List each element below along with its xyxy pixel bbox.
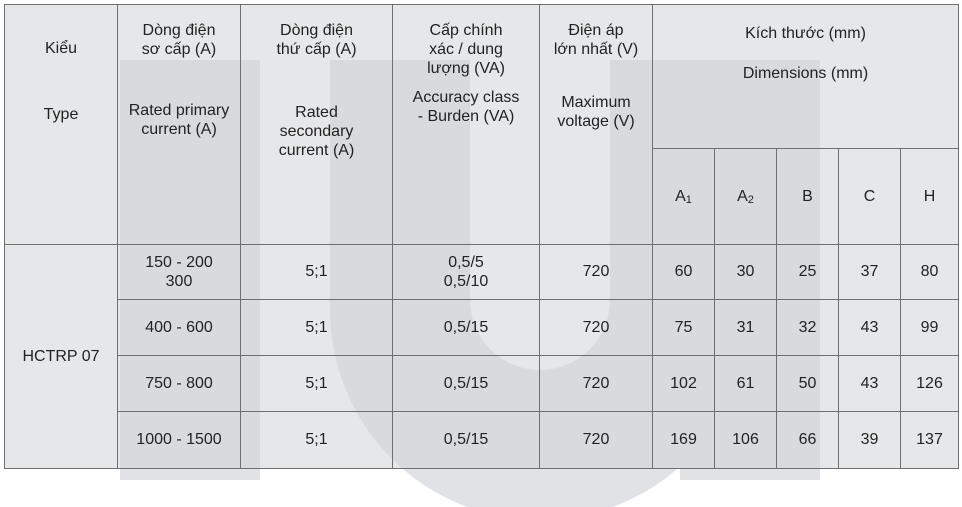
header-secondary-en-3: current (A)	[278, 142, 355, 159]
primary-cell: 750 - 800	[117, 355, 241, 412]
header-secondary-vn-1: Dòng điện	[280, 22, 353, 39]
primary-line-1: 150 - 200	[145, 254, 213, 271]
header-dimensions: Kích thước (mm) Dimensions (mm)	[651, 4, 960, 149]
dim-h-cell: 80	[899, 244, 960, 300]
header-accuracy-vn-2: xác / dung	[429, 41, 503, 58]
header-accuracy-vn-3: lượng (VA)	[427, 60, 505, 77]
primary-cell: 150 - 200 300	[117, 244, 241, 300]
table-row: 400 - 600 5;1 0,5/15 720 75 31 32 43 99	[5, 299, 960, 356]
accuracy-cell: 0,5/5 0,5/10	[392, 244, 540, 300]
dim-a2-cell: 30	[714, 244, 777, 300]
header-type-vn: Kiểu	[44, 40, 78, 57]
table-row: 750 - 800 5;1 0,5/15 720 102 61 50 43 12…	[5, 355, 960, 412]
dim-col-a1-sub: 1	[685, 193, 692, 206]
accuracy-line-1: 0,5/5	[448, 254, 484, 271]
secondary-cell: 5;1	[240, 355, 393, 412]
header-accuracy-vn-1: Cấp chính	[429, 22, 503, 39]
header-voltage-vn-2: lớn nhất (V)	[553, 41, 639, 58]
header-secondary-en-1: Rated	[295, 104, 338, 121]
dim-a2-cell: 31	[714, 299, 777, 356]
header-secondary: Dòng điện thứ cấp (A) Rated secondary curre…	[240, 4, 393, 245]
model-cell: HCTRP 07	[4, 244, 118, 469]
header-secondary-vn-2: thứ cấp (A)	[276, 41, 357, 58]
dim-b-cell: 66	[776, 411, 839, 469]
header-type-en: Type	[43, 106, 79, 123]
dim-b-cell: 50	[776, 355, 839, 412]
secondary-cell: 5;1	[240, 299, 393, 356]
primary-cell: 1000 - 1500	[117, 411, 241, 469]
accuracy-cell: 0,5/15	[392, 411, 540, 469]
header-accuracy-en-2: - Burden (VA)	[417, 108, 515, 125]
header-voltage: Điện áp lớn nhất (V) Maximum voltage (V)	[539, 4, 653, 245]
voltage-cell: 720	[539, 411, 653, 469]
accuracy-line-2: 0,5/10	[443, 273, 489, 290]
voltage-cell: 720	[539, 299, 653, 356]
dim-col-a2-base: A	[737, 187, 748, 205]
dim-c-cell: 43	[838, 299, 901, 356]
header-voltage-en-1: Maximum	[561, 94, 631, 111]
header-accuracy-en-1: Accuracy class	[412, 89, 520, 106]
dim-c-cell: 39	[838, 411, 901, 469]
primary-line-2: 300	[165, 273, 193, 290]
dim-c-cell: 37	[838, 244, 901, 300]
dim-col-a2: A2	[714, 148, 777, 245]
dim-a1-cell: 75	[652, 299, 715, 356]
table-row: 1000 - 1500 5;1 0,5/15 720 169 106 66 39…	[5, 411, 960, 469]
dim-a2-cell: 61	[714, 355, 777, 412]
dim-a1-cell: 169	[652, 411, 715, 469]
header-dimensions-en: Dimensions (mm)	[742, 65, 869, 82]
header-voltage-vn-1: Điện áp	[568, 22, 624, 39]
header-primary-vn-1: Dòng điện	[142, 22, 216, 39]
primary-cell: 400 - 600	[117, 299, 241, 356]
table-row: HCTRP 07 150 - 200 300 5;1 0,5/5 0,5/10 72…	[4, 244, 960, 469]
dim-a1-cell: 60	[652, 244, 715, 300]
dim-col-b-label: B	[802, 187, 813, 205]
dim-col-h-label: H	[923, 187, 936, 205]
secondary-cell: 5;1	[240, 244, 393, 300]
secondary-cell: 5;1	[240, 411, 393, 469]
dim-col-a1: A1	[652, 148, 715, 245]
dim-a2-cell: 106	[714, 411, 777, 469]
header-type: Kiểu Type	[4, 4, 118, 245]
header-voltage-en-2: voltage (V)	[557, 113, 635, 130]
dim-col-c-label: C	[863, 187, 876, 205]
voltage-cell: 720	[539, 355, 653, 412]
dim-col-h: H	[899, 148, 960, 245]
accuracy-cell: 0,5/15	[392, 299, 540, 356]
header-accuracy: Cấp chính xác / dung lượng (VA) Accuracy c…	[392, 4, 540, 245]
header-dimensions-vn: Kích thước (mm)	[745, 25, 866, 42]
dim-c-cell: 43	[838, 355, 901, 412]
dim-b-cell: 32	[776, 299, 839, 356]
dim-h-cell: 137	[899, 411, 960, 469]
dim-h-cell: 126	[899, 355, 960, 412]
dim-b-cell: 25	[776, 244, 839, 300]
voltage-cell: 720	[539, 244, 653, 300]
dim-col-a1-base: A	[675, 187, 686, 205]
header-primary-en-1: Rated primary	[128, 102, 230, 119]
accuracy-cell: 0,5/15	[392, 355, 540, 412]
header-primary: Dòng điện sơ cấp (A) Rated primary current…	[117, 4, 241, 245]
dim-a1-cell: 102	[652, 355, 715, 412]
dim-h-cell: 99	[899, 299, 960, 356]
header-primary-vn-2: sơ cấp (A)	[141, 41, 217, 58]
dim-col-c: C	[838, 148, 901, 245]
header-secondary-en-2: secondary	[279, 123, 354, 140]
dim-col-a2-sub: 2	[747, 193, 754, 206]
spec-table: Kiểu Type Dòng điện sơ cấp (A) Rated prim…	[4, 4, 960, 469]
dim-col-b: B	[776, 148, 839, 245]
header-primary-en-2: current (A)	[141, 121, 217, 138]
